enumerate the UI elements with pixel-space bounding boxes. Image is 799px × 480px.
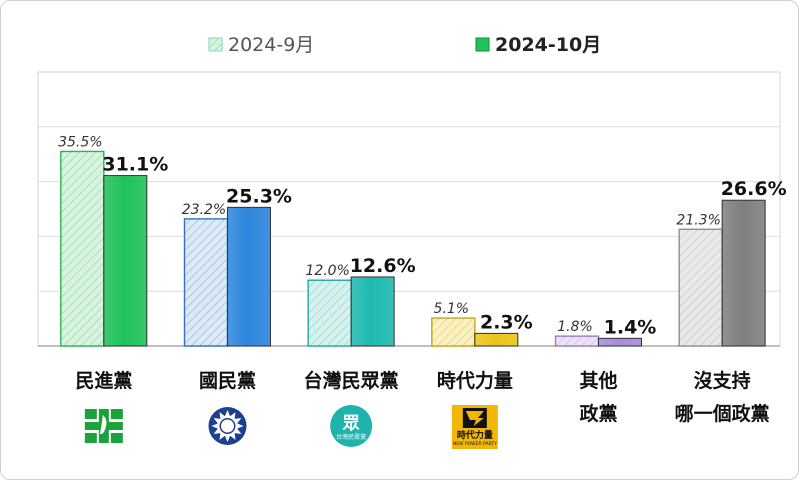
npp-logo-text: 時代力量 — [457, 429, 493, 441]
bar-1-1 — [60, 150, 105, 347]
data-label-2-3: 12.6% — [350, 255, 416, 277]
legend: 2024-9月 2024-10月 — [208, 34, 601, 56]
data-label-2-4: 2.3% — [480, 311, 533, 333]
legend-swatch-2 — [475, 37, 490, 52]
bar-1-5 — [554, 335, 600, 347]
data-label-1-5: 1.8% — [557, 319, 593, 335]
plot-area — [37, 71, 781, 347]
data-label-1-4: 5.1% — [434, 301, 470, 317]
data-label-1-2: 23.2% — [182, 202, 226, 218]
category-label-2-1: 國民黨 — [199, 369, 256, 392]
bar-2-6 — [721, 199, 766, 347]
category-label-1-1: 民進黨 — [75, 369, 132, 392]
bar-1-2 — [183, 218, 229, 347]
category-label-3-1: 台灣民眾黨 — [304, 369, 399, 392]
npp-logo-subtext: NEW POWER PARTY — [453, 441, 497, 447]
bar-2-2 — [227, 206, 271, 347]
tpp-logo-text: 眾 — [342, 414, 360, 434]
data-label-2-6: 26.6% — [721, 178, 787, 200]
bar-1-3 — [307, 279, 352, 347]
data-label-2-1: 31.1% — [102, 154, 168, 176]
category-label-5-1: 其他 — [579, 369, 617, 392]
data-label-1-3: 12.0% — [305, 263, 349, 279]
legend-swatch-1 — [208, 37, 223, 52]
bar-2-4 — [474, 332, 519, 347]
legend-label-2: 2024-10月 — [495, 34, 601, 56]
data-label-2-5: 1.4% — [604, 316, 657, 338]
bar-1-4 — [431, 317, 476, 347]
kmt-logo-icon — [208, 407, 247, 445]
data-label-2-2: 25.3% — [226, 185, 292, 207]
legend-label-1: 2024-9月 — [228, 34, 314, 56]
category-label-4-1: 時代力量 — [437, 369, 513, 392]
tpp-logo-subtext: 台灣民眾黨 — [336, 433, 366, 441]
bar-2-1 — [103, 175, 148, 347]
category-label-6-2: 哪一個政黨 — [675, 402, 770, 425]
bar-1-6 — [678, 228, 723, 347]
category-label-5-2: 政黨 — [579, 402, 617, 425]
bar-2-3 — [350, 276, 395, 347]
category-label-6-1: 沒支持 — [694, 369, 751, 392]
data-label-1-1: 35.5% — [58, 134, 102, 150]
bar-2-5 — [598, 337, 642, 347]
data-label-1-6: 21.3% — [676, 212, 720, 228]
dpp-logo-icon — [84, 409, 123, 443]
